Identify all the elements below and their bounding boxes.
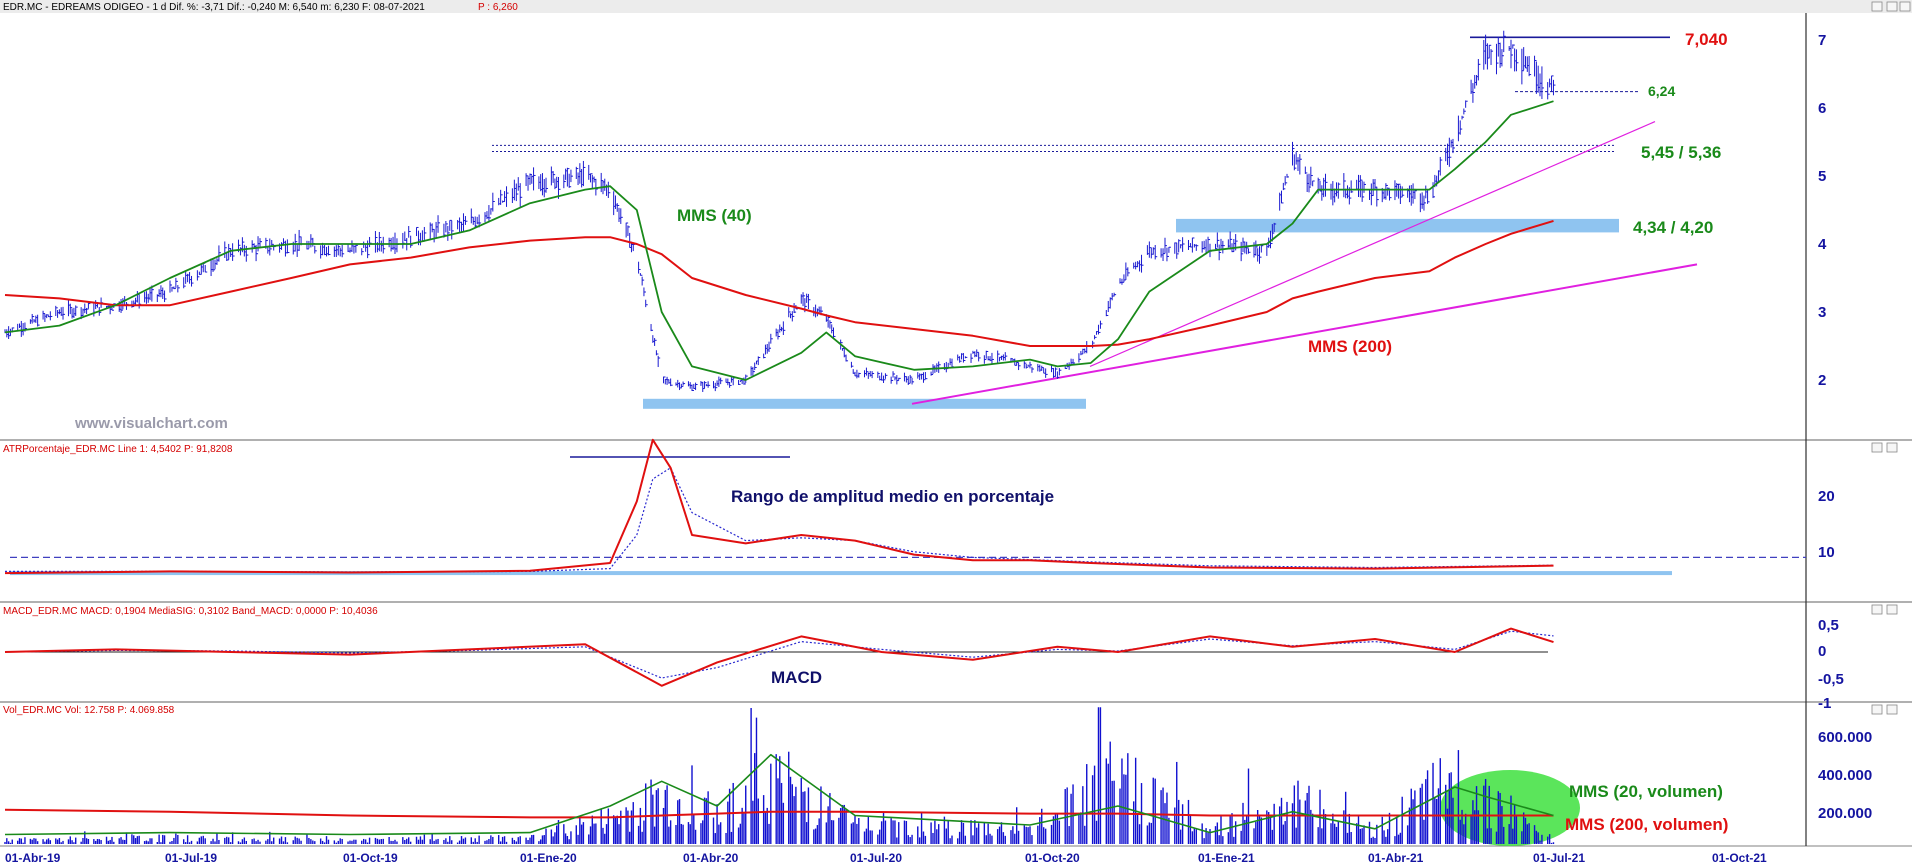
x-tick: 01-Abr-20 xyxy=(683,851,739,865)
x-tick: 01-Jul-19 xyxy=(165,851,217,865)
x-tick: 01-Ene-20 xyxy=(520,851,577,865)
atr-band xyxy=(10,571,1672,576)
vol-minimize-icon[interactable] xyxy=(1871,704,1883,715)
trendline-short xyxy=(1089,121,1656,367)
price-tick-4: 4 xyxy=(1818,236,1827,253)
price-header: EDR.MC - EDREAMS ODIGEO - 1 d Dif. %: -3… xyxy=(3,2,425,13)
price-tick-5: 5 xyxy=(1818,168,1826,185)
atr-header: ATRPorcentaje_EDR.MC Line 1: 4,5402 P: 9… xyxy=(3,444,233,455)
y-axis-ticks: 2 3 4 5 6 7 10 20 0,5 0 -0,5 -1 200.000 … xyxy=(1818,32,1872,822)
macd-close-icon[interactable] xyxy=(1886,604,1898,615)
x-tick: 01-Oct-19 xyxy=(343,851,398,865)
macd-signal-line xyxy=(4,630,1554,679)
price-tick-2: 2 xyxy=(1818,372,1826,389)
zone-upper-label: 5,45 / 5,36 xyxy=(1641,143,1721,162)
macd-header: MACD_EDR.MC MACD: 0,1904 MediaSIG: 0,310… xyxy=(3,606,378,617)
x-axis: 01-Abr-19 01-Jul-19 01-Oct-19 01-Ene-20 … xyxy=(5,851,1767,865)
price-tick-6: 6 xyxy=(1818,100,1826,117)
vol-ma20-label: MMS (20, volumen) xyxy=(1569,782,1723,801)
macd-tick-m1: -1 xyxy=(1818,695,1831,712)
price-tick-3: 3 xyxy=(1818,304,1826,321)
macd-pane xyxy=(4,627,1554,687)
restore-icon[interactable] xyxy=(1886,1,1898,12)
header-bar xyxy=(0,0,1912,13)
vol-tick-200k: 200.000 xyxy=(1818,805,1872,822)
vol-ma200-label: MMS (200, volumen) xyxy=(1565,815,1728,834)
trendline-long xyxy=(911,263,1698,405)
close-icon[interactable] xyxy=(1899,1,1911,12)
macd-line xyxy=(4,627,1554,687)
x-tick: 01-Jul-20 xyxy=(850,851,902,865)
minimize-icon[interactable] xyxy=(1871,1,1883,12)
macd-title: MACD xyxy=(771,668,822,687)
support-recent-label: 6,24 xyxy=(1648,83,1675,99)
atr-title: Rango de amplitud medio en porcentaje xyxy=(731,487,1054,506)
volume-pane xyxy=(4,707,1580,846)
volume-ma20-line xyxy=(4,753,1554,836)
atr-tick-10: 10 xyxy=(1818,544,1835,561)
watermark: www.visualchart.com xyxy=(74,415,228,432)
support-band-base xyxy=(643,398,1086,409)
vol-tick-600k: 600.000 xyxy=(1818,729,1872,746)
atr-line xyxy=(4,438,1554,575)
ma40-label: MMS (40) xyxy=(677,206,752,225)
macd-tick-05: 0,5 xyxy=(1818,617,1839,634)
vol-header: Vol_EDR.MC Vol: 12.758 P: 4.069.858 xyxy=(3,705,175,716)
resistance-label: 7,040 xyxy=(1685,30,1728,49)
atr-signal-line xyxy=(5,467,1554,573)
atr-close-icon[interactable] xyxy=(1886,442,1898,453)
price-pane xyxy=(4,30,1698,409)
atr-pane xyxy=(4,438,1806,576)
ma200-label: MMS (200) xyxy=(1308,337,1392,356)
ma40-line xyxy=(4,100,1554,381)
x-tick: 01-Abr-19 xyxy=(5,851,61,865)
x-tick: 01-Oct-21 xyxy=(1712,851,1767,865)
x-tick: 01-Abr-21 xyxy=(1368,851,1424,865)
vol-close-icon[interactable] xyxy=(1886,704,1898,715)
ma200-line xyxy=(4,219,1554,347)
price-header-last: P : 6,260 xyxy=(478,2,518,13)
x-tick: 01-Ene-21 xyxy=(1198,851,1255,865)
zone-lower-label: 4,34 / 4,20 xyxy=(1633,218,1713,237)
volume-highlight-ellipse xyxy=(1440,770,1580,846)
x-tick: 01-Jul-21 xyxy=(1533,851,1585,865)
x-tick: 01-Oct-20 xyxy=(1025,851,1080,865)
price-tick-7: 7 xyxy=(1818,32,1826,49)
vol-tick-400k: 400.000 xyxy=(1818,767,1872,784)
macd-tick-0: 0 xyxy=(1818,643,1826,660)
atr-tick-20: 20 xyxy=(1818,488,1835,505)
pane-control-icons[interactable] xyxy=(1871,1,1911,715)
atr-minimize-icon[interactable] xyxy=(1871,442,1883,453)
macd-tick-m05: -0,5 xyxy=(1818,671,1844,688)
macd-minimize-icon[interactable] xyxy=(1871,604,1883,615)
